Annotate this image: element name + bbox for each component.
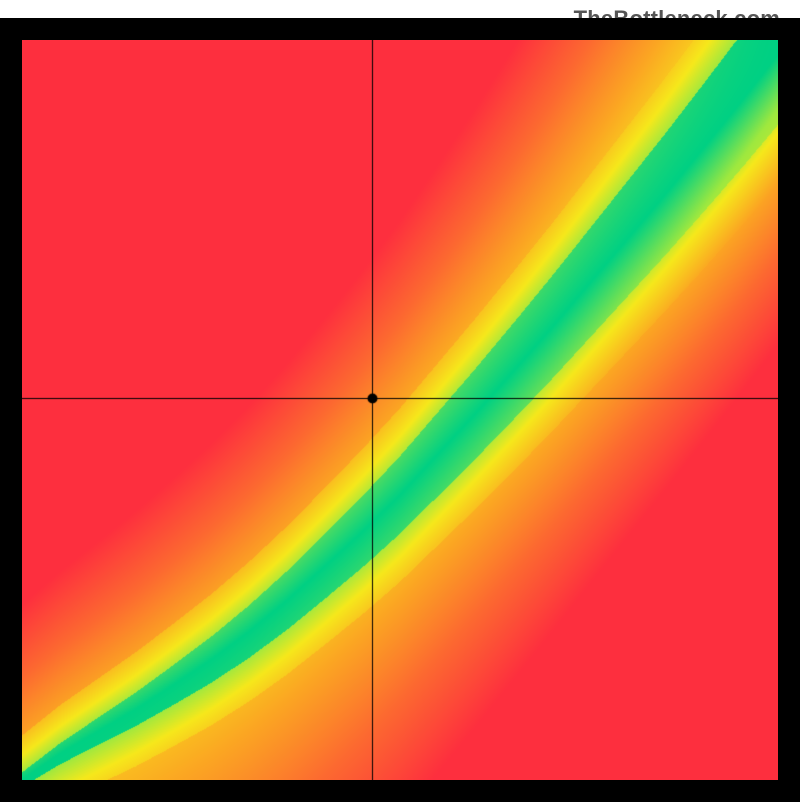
bottleneck-heatmap bbox=[22, 40, 778, 780]
heatmap-frame bbox=[0, 18, 800, 802]
